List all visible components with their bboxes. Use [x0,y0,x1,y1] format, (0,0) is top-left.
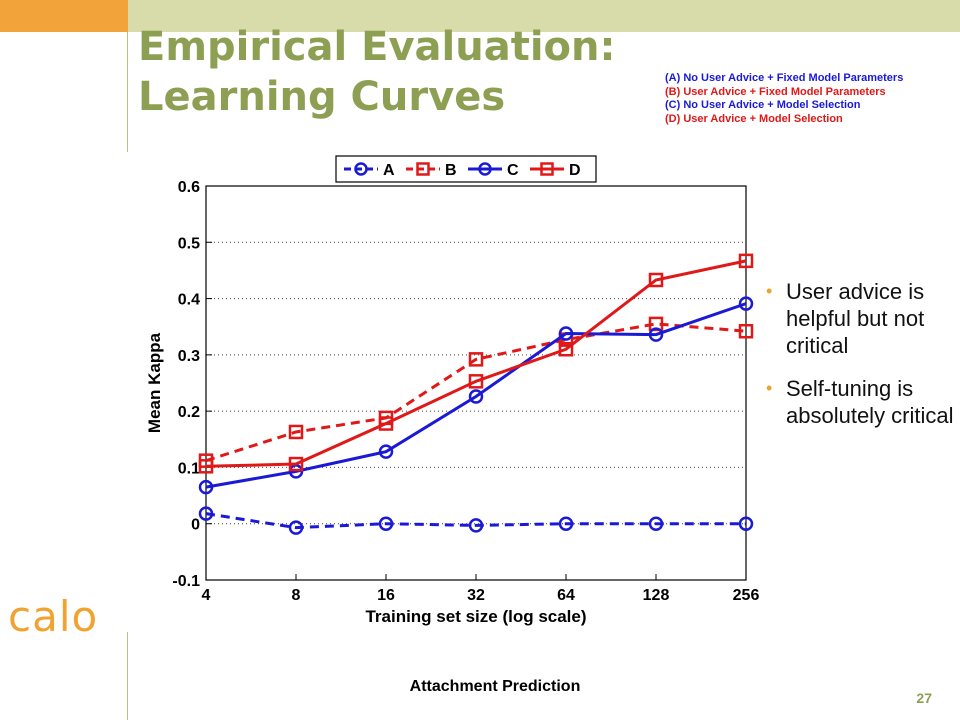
legend-marker-d [540,162,554,176]
data-point-c [738,296,754,311]
legend-label-c: C [507,162,519,179]
series-line-a [205,512,746,530]
y-tick-label: 0 [191,517,200,534]
series-line-d [205,259,747,468]
x-tick-label: 128 [643,587,670,604]
y-tick-label: 0.2 [178,404,200,421]
page-number: 27 [916,690,932,706]
data-point-a [288,520,304,535]
legend-label-a: A [383,162,395,179]
header-accent-block [0,0,128,32]
y-tick-label: 0.1 [178,460,200,477]
data-point-b [738,323,754,339]
chart-caption: Attachment Prediction [409,678,581,695]
data-point-c [198,479,214,495]
x-tick-label: 32 [467,587,485,604]
data-point-d [288,456,304,472]
legend-marker-a [354,162,368,176]
legend-marker-c [478,162,492,176]
bullet-text: Self-tuning is absolutely critical [786,376,954,428]
x-tick-label: 4 [202,587,211,604]
data-point-a [468,518,484,533]
data-point-b [468,352,484,367]
legend-label-b: B [445,162,457,179]
data-point-d [558,341,574,357]
data-point-a [198,506,214,521]
bullet-text: User advice is helpful but not critical [786,279,925,358]
series-note-a: (A) No User Advice + Fixed Model Paramet… [665,72,904,84]
y-tick-label: -0.1 [172,573,200,590]
x-axis-label: Training set size (log scale) [365,607,586,626]
data-point-b [288,424,304,440]
calo-logo: calo [8,592,99,641]
data-point-b [648,316,664,332]
series-note-d: (D) User Advice + Model Selection [665,112,843,125]
series-note-b: (B) User Advice + Fixed Model Parameters [665,85,886,98]
data-point-d [378,416,394,431]
series-line-b [205,322,747,463]
bullet-dot-icon: • [766,281,773,301]
data-point-c [468,389,484,404]
x-tick-label: 64 [557,587,575,604]
data-point-c [558,326,574,341]
series-note-c: (C) No User Advice + Model Selection [665,99,861,111]
series-line-c [205,302,747,489]
data-point-d [738,253,754,269]
y-tick-label: 0.4 [178,292,200,309]
data-point-d [648,272,664,288]
divider-line-top [127,32,128,152]
bullet-list: • User advice is helpful but not critica… [766,278,960,445]
divider-line-bottom [127,632,128,720]
plot-frame [205,185,747,581]
data-point-a [738,516,754,531]
x-tick-label: 256 [733,587,760,604]
legend-label-d: D [569,162,581,179]
bullet-item: • User advice is helpful but not critica… [766,278,960,359]
plot-area [206,186,746,580]
data-point-d [468,374,484,389]
data-point-a [648,516,664,531]
title-line-2: Learning Curves [138,74,506,120]
bullet-item: • Self-tuning is absolutely critical [766,375,960,429]
data-point-c [648,327,664,342]
bullet-dot-icon: • [766,378,773,398]
x-tick-label: 16 [377,587,395,604]
header-band [128,0,960,32]
data-point-c [378,444,394,459]
data-point-a [558,516,574,531]
y-axis-label: Mean Kappa [145,332,164,433]
y-tick-label: 0.6 [178,179,200,196]
series-notes: (A) No User Advice + Fixed Model Paramet… [665,72,903,126]
y-tick-label: 0.5 [178,235,200,252]
data-point-d [198,459,214,474]
legend-marker-b [416,162,430,176]
slide-title: Empirical Evaluation: Learning Curves [138,22,615,122]
learning-curves-chart: -0.1 0 0.1 0.2 0.3 0.4 0.5 0.6 4 8 16 32 64 128 256 Tra… [145,155,760,626]
title-line-1: Empirical Evaluation: [138,24,616,70]
data-point-a [378,516,394,531]
x-tick-label: 8 [292,587,301,604]
y-tick-label: 0.3 [178,348,200,365]
